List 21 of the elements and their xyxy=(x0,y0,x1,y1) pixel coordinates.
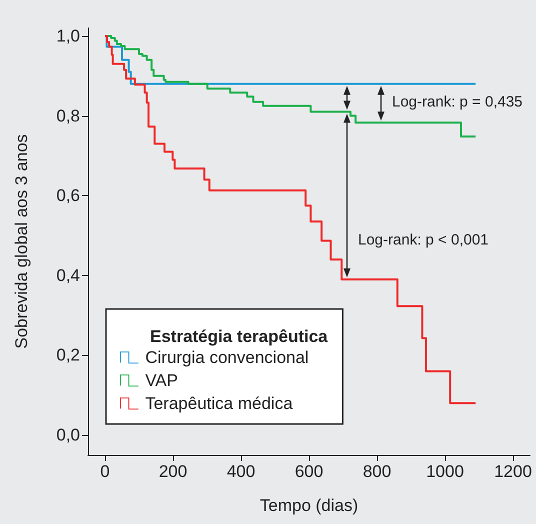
legend-label: VAP xyxy=(145,371,178,390)
x-tick-label: 800 xyxy=(362,462,392,481)
legend-label: Cirurgia convencional xyxy=(145,348,309,367)
legend-label: Terapêutica médica xyxy=(145,394,294,413)
x-tick-label: 400 xyxy=(226,462,256,481)
y-tick-label: 0,2 xyxy=(56,346,80,365)
legend-title: Estratégia terapêutica xyxy=(150,327,328,346)
annotation: Log-rank: p < 0,001 xyxy=(358,232,489,248)
y-axis-title: Sobrevida global aos 3 anos xyxy=(12,134,31,349)
y-tick-label: 0,0 xyxy=(56,426,80,445)
x-tick-label: 0 xyxy=(100,462,110,481)
x-axis-title: Tempo (dias) xyxy=(260,496,358,515)
y-tick-label: 0,8 xyxy=(56,106,80,126)
x-tick-label: 200 xyxy=(158,462,188,481)
annotation: Log-rank: p = 0,435 xyxy=(392,94,523,110)
y-tick-label: 0,4 xyxy=(56,266,80,285)
y-tick-label: 0,6 xyxy=(56,186,80,206)
x-tick-label: 1000 xyxy=(426,462,464,481)
y-tick-label: 1,0 xyxy=(56,26,80,46)
x-tick-label: 1200 xyxy=(494,462,532,481)
x-tick-label: 600 xyxy=(294,462,324,481)
